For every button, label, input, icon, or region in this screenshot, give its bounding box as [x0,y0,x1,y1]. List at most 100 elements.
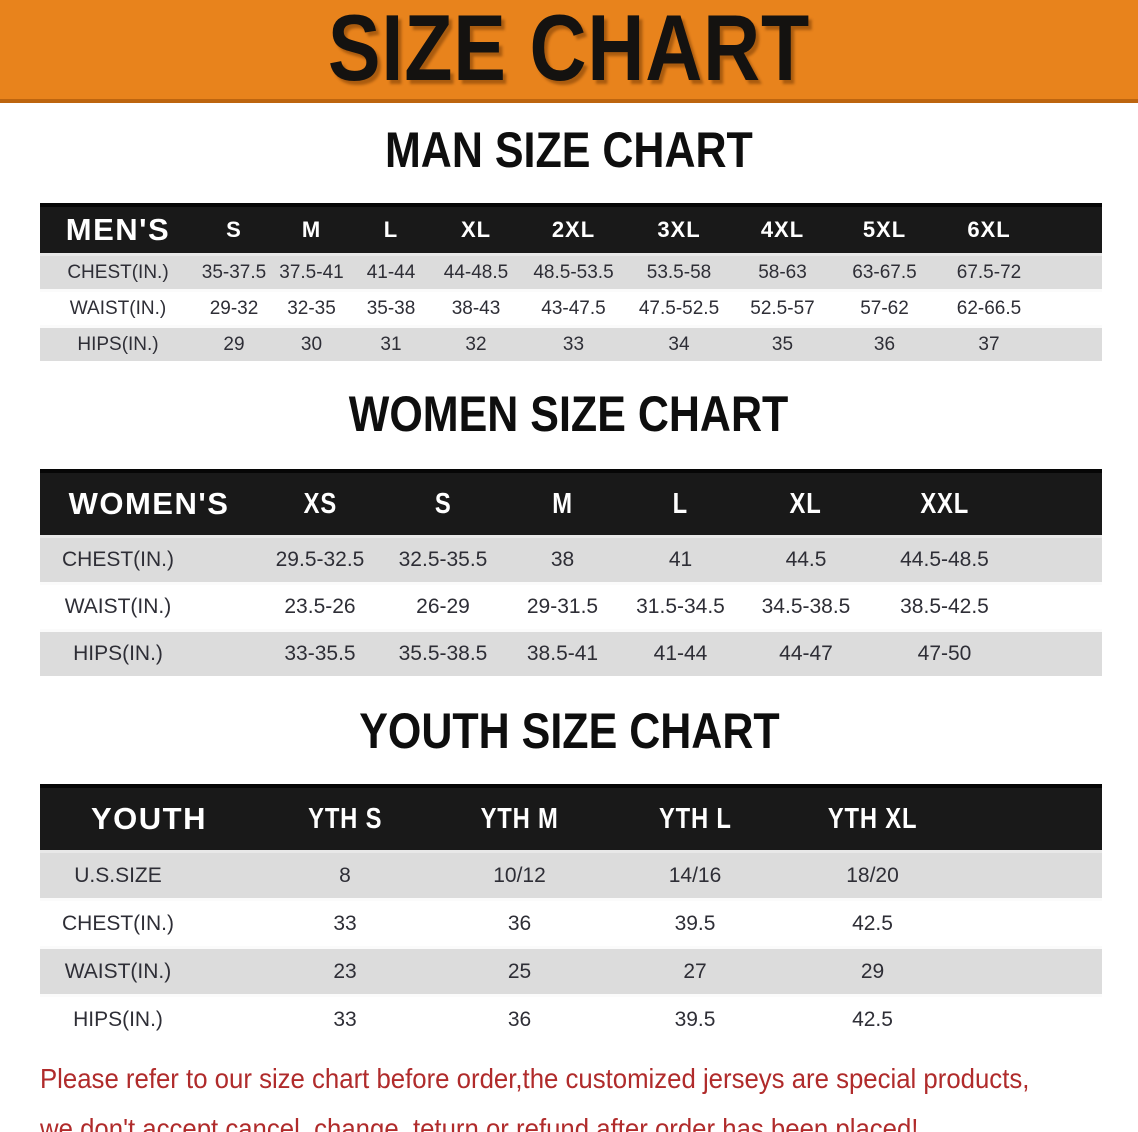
men-col-header-6xl: 6XL [936,205,1102,256]
size-value: 58-63 [732,253,833,291]
men-waist-row: WAIST(IN.) 29-32 32-35 35-38 38-43 43-47… [40,289,1102,327]
size-value: 34 [626,325,732,361]
size-value: 27 [607,946,783,996]
size-value: 36 [432,994,607,1042]
row-label: WAIST(IN.) [40,582,258,631]
youth-ussize-row: U.S.SIZE 8 10/12 14/16 18/20 [40,850,1102,900]
youth-col-header-xl: YTH XL [827,802,918,835]
size-value: 38-43 [431,289,521,327]
size-value: 42.5 [783,898,1102,948]
youth-size-table: YOUTH YTH S YTH M YTH L YTH XL U.S.SIZE … [40,784,1102,1042]
size-value: 35.5-38.5 [382,629,504,676]
size-value: 14/16 [607,850,783,900]
youth-waist-row: WAIST(IN.) 23 25 27 29 [40,946,1102,996]
size-value: 39.5 [607,898,783,948]
size-value: 29 [783,946,1102,996]
size-value: 18/20 [783,850,1102,900]
row-label: CHEST(IN.) [40,535,258,584]
row-label: CHEST(IN.) [40,253,196,291]
row-label: HIPS(IN.) [40,325,196,361]
size-value: 25 [432,946,607,996]
size-value: 35 [732,325,833,361]
man-section-heading: MAN SIZE CHART [0,123,1138,187]
women-col-header-m: M [552,487,573,520]
men-hips-row: HIPS(IN.) 29 30 31 32 33 34 35 36 37 [40,325,1102,361]
size-value: 33 [521,325,626,361]
size-value: 36 [432,898,607,948]
size-value: 35-37.5 [196,253,272,291]
size-value: 32 [431,325,521,361]
size-value: 29.5-32.5 [258,535,382,584]
women-col-header-l: L [672,487,689,520]
disclaimer-line-2: we don't accept cancel, change, teturn o… [40,1113,919,1132]
men-col-header-m: M [272,205,351,256]
youth-col-header-m: YTH M [480,802,559,835]
men-col-header-2xl: 2XL [521,205,626,256]
size-value: 23.5-26 [258,582,382,631]
size-value: 31.5-34.5 [621,582,740,631]
size-value: 33 [258,898,432,948]
row-label: HIPS(IN.) [40,994,258,1042]
size-value: 10/12 [432,850,607,900]
row-label: CHEST(IN.) [40,898,258,948]
men-table-label: MEN'S [40,205,196,256]
size-value: 39.5 [607,994,783,1042]
disclaimer: Please refer to our size chart before or… [40,1056,1138,1132]
youth-chest-row: CHEST(IN.) 33 36 39.5 42.5 [40,898,1102,948]
size-value: 33 [258,994,432,1042]
size-value: 32-35 [272,289,351,327]
size-value: 44.5 [740,535,872,584]
banner-title: SIZE CHART [327,0,811,100]
youth-section-heading-text: YOUTH SIZE CHART [358,703,780,759]
size-value: 29 [196,325,272,361]
men-col-header-5xl: 5XL [833,205,936,256]
size-value: 67.5-72 [936,253,1102,291]
size-value: 36 [833,325,936,361]
size-value: 31 [351,325,431,361]
men-col-header-l: L [351,205,431,256]
size-value: 63-67.5 [833,253,936,291]
men-chest-row: CHEST(IN.) 35-37.5 37.5-41 41-44 44-48.5… [40,253,1102,291]
youth-header-row: YOUTH YTH S YTH M YTH L YTH XL [40,786,1102,853]
size-value: 34.5-38.5 [740,582,872,631]
women-header-row: WOMEN'S XS S M L XL XXL [40,471,1102,538]
size-value: 33-35.5 [258,629,382,676]
size-value: 62-66.5 [936,289,1102,327]
size-value: 52.5-57 [732,289,833,327]
size-value: 23 [258,946,432,996]
women-col-header-xl: XL [789,487,823,520]
size-value: 48.5-53.5 [521,253,626,291]
size-value: 41 [621,535,740,584]
women-section-heading: WOMEN SIZE CHART [0,387,1138,451]
size-value: 26-29 [382,582,504,631]
men-size-table: MEN'S S M L XL 2XL 3XL 4XL 5XL 6XL CHEST… [40,203,1102,361]
youth-col-header-l: YTH L [658,802,732,835]
men-col-header-xl: XL [431,205,521,256]
women-col-header-s: S [434,487,452,520]
size-value: 38.5-42.5 [872,582,1102,631]
row-label: HIPS(IN.) [40,629,258,676]
man-section-heading-text: MAN SIZE CHART [385,122,753,178]
women-hips-row: HIPS(IN.) 33-35.5 35.5-38.5 38.5-41 41-4… [40,629,1102,676]
size-value: 44-48.5 [431,253,521,291]
size-value: 44.5-48.5 [872,535,1102,584]
size-value: 47.5-52.5 [626,289,732,327]
women-section-heading-text: WOMEN SIZE CHART [349,386,789,442]
size-value: 42.5 [783,994,1102,1042]
size-value: 47-50 [872,629,1102,676]
women-col-header-xs: XS [303,487,337,520]
men-header-row: MEN'S S M L XL 2XL 3XL 4XL 5XL 6XL [40,205,1102,256]
women-waist-row: WAIST(IN.) 23.5-26 26-29 29-31.5 31.5-34… [40,582,1102,631]
youth-col-header-s: YTH S [307,802,383,835]
size-value: 41-44 [351,253,431,291]
size-value: 37.5-41 [272,253,351,291]
size-value: 43-47.5 [521,289,626,327]
row-label: WAIST(IN.) [40,289,196,327]
women-table-label: WOMEN'S [40,471,258,538]
size-value: 53.5-58 [626,253,732,291]
size-value: 8 [258,850,432,900]
size-value: 29-32 [196,289,272,327]
row-label: U.S.SIZE [40,850,258,900]
youth-table-label: YOUTH [40,786,258,853]
size-chart-banner: SIZE CHART [0,0,1138,103]
